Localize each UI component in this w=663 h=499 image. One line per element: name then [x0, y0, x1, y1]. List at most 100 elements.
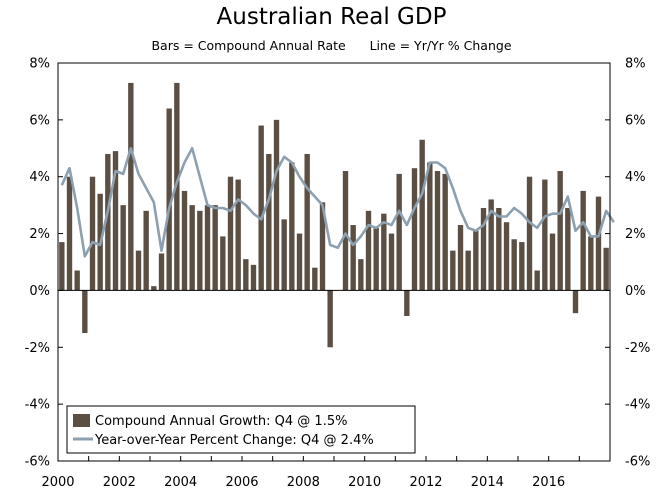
y-tick-label-left: 8% — [29, 57, 50, 72]
bar-mark — [373, 227, 379, 291]
bar-mark — [480, 207, 487, 291]
bar-mark — [542, 179, 548, 291]
bar-mark — [158, 253, 165, 291]
x-tick-label: 2002 — [103, 475, 136, 490]
y-tick-label-right: -2% — [625, 341, 650, 356]
bar-mark — [243, 259, 249, 291]
legend-label-bars: Compound Annual Growth: Q4 @ 1.5% — [95, 414, 347, 429]
bar-mark — [511, 239, 517, 291]
legend: Compound Annual Growth: Q4 @ 1.5% Year-o… — [66, 405, 416, 454]
x-tick-label: 2014 — [471, 475, 504, 490]
bar-mark — [235, 179, 241, 291]
bar-mark — [296, 233, 303, 291]
bar-mark — [220, 236, 226, 291]
bar-mark — [342, 171, 349, 291]
bar-mark — [327, 290, 333, 348]
y-tick-label-left: 0% — [29, 284, 50, 299]
x-tick-label: 2010 — [348, 475, 381, 490]
legend-label-line: Year-over-Year Percent Change: Q4 @ 2.4% — [94, 433, 374, 448]
y-tick-label-right: 4% — [625, 170, 646, 185]
y-tick-label-left: 2% — [29, 227, 50, 242]
y-tick-label-right: 0% — [625, 284, 646, 299]
y-tick-label-right: 8% — [625, 57, 646, 72]
bar-mark — [59, 242, 65, 291]
bar-mark — [181, 190, 188, 291]
y-tick-label-right: 2% — [625, 227, 646, 242]
bar-mark — [82, 290, 88, 334]
bar-mark — [197, 210, 203, 291]
bar-mark — [227, 176, 234, 291]
bar-mark — [465, 250, 471, 291]
bar-mark — [603, 247, 609, 291]
bar-mark — [365, 210, 372, 291]
bar-mark — [89, 176, 96, 291]
bar-mark — [549, 233, 556, 291]
y-tick-label-right: 6% — [625, 113, 646, 128]
bar-mark — [442, 173, 448, 291]
y-tick-label-right: -6% — [625, 455, 650, 470]
bar-mark — [151, 286, 157, 291]
x-tick-label: 2008 — [287, 475, 320, 490]
bar-mark — [595, 196, 602, 291]
bar-mark — [189, 205, 195, 291]
bar-mark — [496, 207, 502, 291]
bar-mark — [572, 290, 579, 314]
bar-mark — [450, 250, 456, 291]
yoy-series-line — [60, 146, 615, 258]
y-tick-label-left: 6% — [29, 113, 50, 128]
x-tick-label: 2012 — [409, 475, 442, 490]
bar-mark — [166, 108, 172, 291]
bar-mark — [258, 125, 264, 291]
bar-mark — [112, 151, 119, 291]
x-tick-label: 2000 — [41, 475, 74, 490]
bar-mark — [427, 162, 433, 291]
bar-mark — [404, 290, 410, 317]
y-tick-label-left: 4% — [29, 170, 50, 185]
bar-mark — [519, 242, 525, 291]
bar-mark — [419, 139, 425, 291]
bar-mark — [411, 168, 418, 291]
bar-mark — [128, 82, 134, 291]
bar-mark — [105, 153, 111, 291]
bar-mark — [135, 250, 142, 291]
bar-mark — [312, 267, 318, 291]
bar-mark — [396, 173, 402, 291]
bar-mark — [143, 210, 149, 291]
axes-group: 8% 8% 6% 6% 4% 4% 2% 2% 0% 0% -2% -2% -4% -4% -6% -6% 20… — [25, 57, 651, 491]
bar-mark — [319, 202, 326, 291]
bar-mark — [212, 205, 218, 291]
x-tick-label: 2016 — [532, 475, 565, 490]
legend-box — [66, 405, 416, 454]
bar-mark — [381, 213, 387, 291]
bar-mark — [503, 222, 510, 291]
bar-mark — [350, 225, 356, 291]
bar-mark — [66, 176, 73, 291]
y-tick-label-left: -4% — [25, 398, 50, 413]
bar-mark — [534, 270, 540, 291]
chart-subtitle: Bars = Compound Annual Rate Line = Yr/Yr… — [151, 38, 512, 53]
bar-mark — [358, 259, 364, 291]
bar-mark — [434, 171, 441, 291]
y-tick-label-left: -2% — [25, 341, 50, 356]
bar-mark — [457, 225, 464, 291]
bar-mark — [281, 219, 287, 291]
bar-mark — [289, 162, 295, 291]
y-tick-label-right: -4% — [625, 398, 650, 413]
chart-title: Australian Real GDP — [216, 4, 447, 30]
bar-mark — [266, 153, 272, 291]
legend-bar-swatch — [73, 414, 90, 427]
bar-mark — [273, 119, 280, 291]
bar-mark — [120, 205, 126, 291]
bar-mark — [526, 176, 533, 291]
bar-mark — [250, 264, 257, 291]
y-tick-label-left: -6% — [25, 455, 50, 470]
bar-mark — [488, 199, 494, 291]
bar-mark — [74, 270, 80, 291]
bar-mark — [557, 171, 563, 291]
bar-mark — [565, 207, 571, 291]
bar-mark — [388, 233, 395, 291]
bars-group — [59, 82, 609, 348]
bar-mark — [580, 190, 586, 291]
x-tick-label: 2004 — [164, 475, 197, 490]
